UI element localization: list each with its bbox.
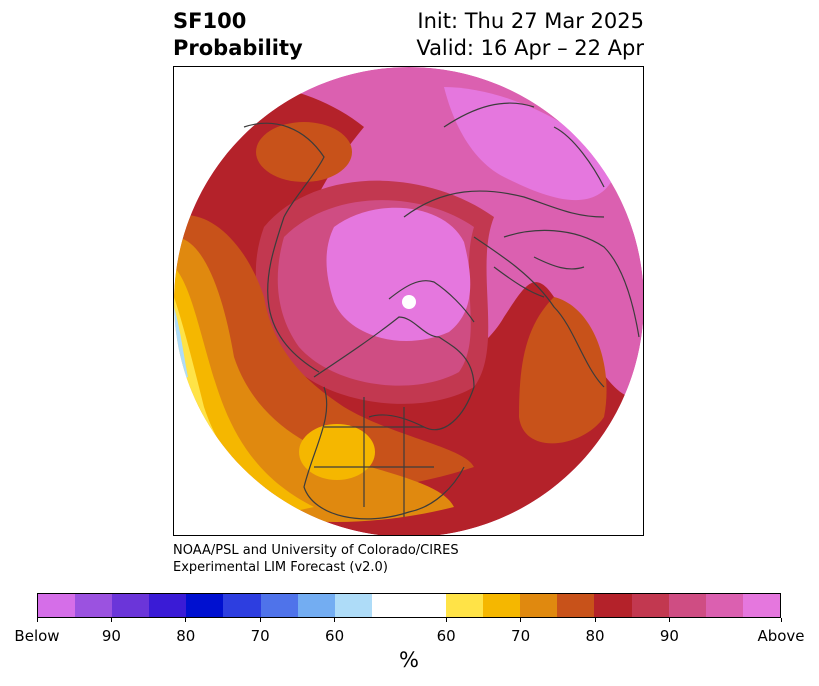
colorbar-tick-label: 90 xyxy=(659,627,679,645)
colorbar-segment xyxy=(186,594,224,617)
colorbar-segment xyxy=(483,594,521,617)
colorbar-tick xyxy=(259,618,261,622)
colorbar-segment xyxy=(75,594,113,617)
colorbar-segment xyxy=(668,594,706,617)
valid-range: Valid: 16 Apr – 22 Apr xyxy=(416,36,644,60)
credit-line-2: Experimental LIM Forecast (v2.0) xyxy=(173,560,388,575)
colorbar-tick xyxy=(110,618,112,622)
colorbar-tick-label: Above xyxy=(757,627,805,645)
colorbar-ticks: Below 90 80 70 60 60 70 80 90 Above xyxy=(0,618,819,648)
colorbar-unit: % xyxy=(399,648,419,672)
probability-field xyxy=(174,67,643,535)
map-panel xyxy=(173,66,644,536)
credit-line-1: NOAA/PSL and University of Colorado/CIRE… xyxy=(173,543,459,558)
probability-map xyxy=(174,67,643,535)
colorbar-segment xyxy=(334,594,372,617)
colorbar-tick xyxy=(668,618,670,622)
data-credit: NOAA/PSL and University of Colorado/CIRE… xyxy=(173,542,459,576)
colorbar-segment xyxy=(705,594,743,617)
colorbar-tick-label: Below xyxy=(14,627,60,645)
colorbar-segment xyxy=(520,594,558,617)
colorbar xyxy=(37,593,781,618)
colorbar-segment xyxy=(446,594,484,617)
colorbar-segment xyxy=(38,594,76,617)
title-quantity: Probability xyxy=(173,36,303,60)
colorbar-segment xyxy=(631,594,669,617)
forecast-dates: Init: Thu 27 Mar 2025 Valid: 16 Apr – 22… xyxy=(416,8,644,62)
colorbar-segment xyxy=(260,594,298,617)
colorbar-tick xyxy=(445,618,447,622)
colorbar-tick-label: 80 xyxy=(585,627,605,645)
coastlines xyxy=(243,102,640,520)
colorbar-tick-label: 70 xyxy=(250,627,270,645)
pole-mask xyxy=(402,295,416,309)
colorbar-segment xyxy=(149,594,187,617)
colorbar-tick xyxy=(594,618,596,622)
map-title: SF100 Probability xyxy=(173,8,303,62)
colorbar-tick-label: 70 xyxy=(511,627,531,645)
colorbar-tick-label: 80 xyxy=(176,627,196,645)
colorbar-tick xyxy=(185,618,187,622)
colorbar-tick-label: 90 xyxy=(101,627,121,645)
colorbar-segment xyxy=(557,594,595,617)
colorbar-tick xyxy=(780,618,782,622)
colorbar-tick xyxy=(36,618,38,622)
colorbar-tick-label: 60 xyxy=(325,627,345,645)
colorbar-segment xyxy=(742,594,780,617)
colorbar-tick xyxy=(334,618,336,622)
colorbar-segment xyxy=(594,594,632,617)
colorbar-segment xyxy=(297,594,335,617)
title-variable: SF100 xyxy=(173,9,247,33)
colorbar-segment xyxy=(112,594,150,617)
init-date: Init: Thu 27 Mar 2025 xyxy=(417,9,644,33)
colorbar-tick xyxy=(520,618,522,622)
colorbar-tick-label: 60 xyxy=(436,627,456,645)
colorbar-segment xyxy=(371,594,447,617)
colorbar-segment xyxy=(223,594,261,617)
